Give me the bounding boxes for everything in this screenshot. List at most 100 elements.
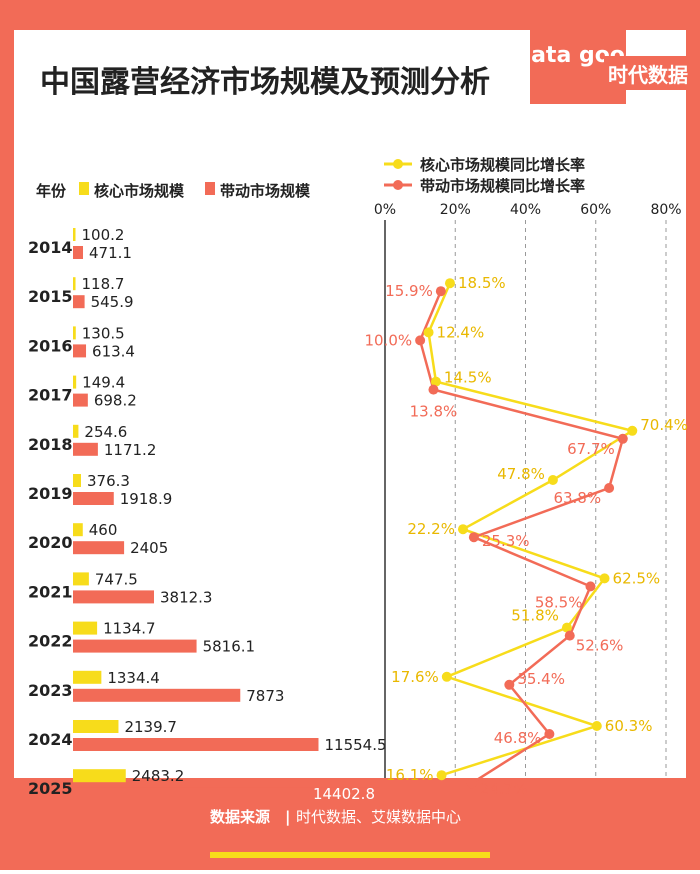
bar-driven [73, 393, 88, 407]
logo-name-block [604, 56, 692, 90]
legend-swatch-driven [205, 182, 215, 195]
year-label: 2019 [28, 484, 73, 503]
brand-logo: data good 时代数据 [515, 2, 692, 104]
point-driven-label: 10.0% [364, 331, 412, 349]
x-tick-label: 0% [374, 202, 396, 218]
year-label: 2018 [28, 435, 73, 454]
year-label: 2014 [28, 238, 73, 257]
year-label: 2022 [28, 632, 73, 651]
bar-core-label: 100.2 [82, 226, 125, 244]
bar-core [73, 228, 76, 241]
bar-core-label: 254.6 [84, 423, 127, 441]
point-core-label: 16.1% [386, 766, 434, 784]
point-core-label: 18.5% [458, 274, 506, 292]
year-label: 2016 [28, 336, 73, 355]
bar-driven-label: 471.1 [89, 244, 132, 262]
point-core-label: 22.2% [407, 520, 455, 538]
point-driven-label: 67.7% [567, 440, 615, 458]
point-driven-growth [604, 483, 615, 493]
bar-core-label: 149.4 [82, 374, 125, 392]
point-driven-growth [585, 581, 596, 592]
bar-legend: 年份 核心市场规模 带动市场规模 [36, 182, 311, 200]
legend-swatch-core [79, 182, 89, 195]
point-driven-label: 15.9% [385, 282, 433, 300]
point-driven-label: 46.8% [494, 729, 542, 747]
point-driven-growth [466, 778, 477, 789]
x-tick-label: 20% [440, 202, 471, 218]
bar-driven-label: 2405 [130, 539, 168, 557]
x-tick-label: 60% [580, 202, 611, 218]
point-driven-label: 63.8% [553, 489, 601, 507]
bar-core-label: 747.5 [95, 570, 138, 588]
brand-name: 时代数据 [608, 63, 688, 87]
bar-driven [73, 246, 84, 259]
bar-driven [73, 442, 98, 456]
point-core-label: 70.4% [640, 416, 688, 434]
legend-label-driven-growth: 带动市场规模同比增长率 [420, 177, 585, 195]
bar-driven [73, 738, 319, 751]
point-core-growth [441, 671, 452, 682]
bar-driven-label: 7873 [246, 687, 284, 705]
bar-core-label: 130.5 [82, 324, 125, 342]
year-label: 2020 [28, 533, 73, 552]
legend-label-driven: 带动市场规模 [220, 182, 311, 200]
bar-driven-label: 545.9 [91, 293, 134, 311]
bar-core [73, 572, 89, 586]
point-core-label: 62.5% [613, 569, 661, 587]
bar-driven-label: 3812.3 [160, 588, 213, 606]
bar-driven [73, 295, 85, 309]
year-label: 2025 [28, 779, 73, 798]
legend-label-core-growth: 核心市场规模同比增长率 [420, 156, 585, 174]
bar-core [73, 424, 79, 438]
legend-dot-driven [393, 180, 403, 190]
bar-driven-label: 613.4 [92, 342, 135, 360]
point-driven-label: 35.4% [517, 670, 565, 688]
point-driven-growth [504, 679, 515, 690]
bar-driven [73, 639, 197, 653]
bar-core [73, 326, 76, 340]
page-title: 中国露营经济市场规模及预测分析 [40, 65, 490, 100]
point-core-growth [430, 376, 441, 387]
point-core-label: 47.8% [497, 465, 545, 483]
bar-driven-label: 5816.1 [203, 638, 256, 656]
point-core-label: 60.3% [605, 717, 653, 735]
point-driven-growth [415, 335, 426, 346]
growth-line-chart: 0% 20% 40% 60% 80% 18.5% 12.4% 14.5% 70.4% 47.8% 2… [364, 202, 687, 798]
bar-core [73, 720, 119, 733]
category-axis-label: 年份 [36, 182, 67, 200]
point-core-growth [423, 327, 434, 338]
year-label: 2017 [28, 386, 73, 405]
line-legend: 核心市场规模同比增长率 带动市场规模同比增长率 [384, 156, 585, 195]
point-driven-label: 13.8% [410, 403, 458, 421]
bar-core-label: 1334.4 [107, 669, 160, 687]
footer-label: 数据来源 [210, 808, 270, 826]
bar-driven-label: 11554.5 [324, 736, 386, 754]
point-core-growth [457, 524, 468, 535]
point-driven-growth [544, 729, 555, 739]
bar-core [73, 670, 102, 684]
bar-core-label: 2139.7 [124, 718, 176, 736]
bar-core [73, 523, 83, 537]
point-driven-growth [617, 433, 628, 444]
point-core-growth [547, 475, 558, 485]
point-driven-growth [428, 384, 439, 395]
footer-separator: | [285, 808, 290, 827]
bar-core-label: 1134.7 [103, 620, 156, 638]
bar-core-label: 460 [89, 521, 118, 539]
point-core-label: 14.5% [444, 369, 492, 387]
x-tick-label: 80% [650, 202, 681, 218]
year-label: 2024 [28, 730, 73, 749]
bar-core [73, 277, 76, 291]
bar-core [73, 621, 98, 635]
point-core-growth [436, 770, 447, 781]
point-driven-label: 24.7% [480, 780, 528, 798]
bar-core-label: 376.3 [87, 472, 130, 490]
point-driven-growth [564, 630, 575, 641]
bottom-yellow-strip [210, 852, 490, 858]
bar-core [73, 474, 81, 487]
year-label: 2015 [28, 287, 73, 306]
bar-driven [73, 492, 114, 505]
